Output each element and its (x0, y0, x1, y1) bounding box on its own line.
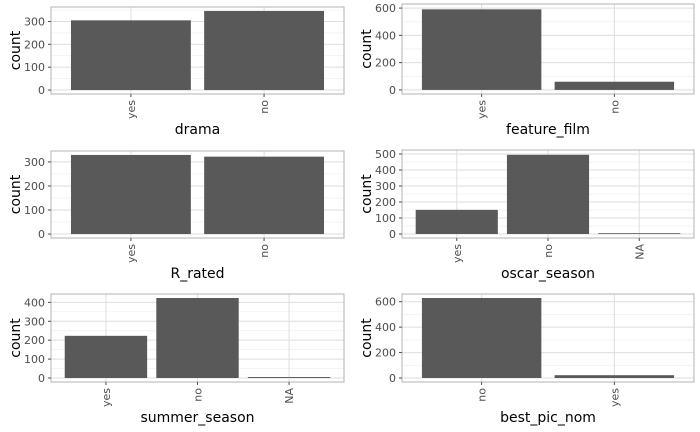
x-axis-title: R_rated (170, 266, 224, 282)
y-axis-title: count (8, 30, 24, 70)
y-tick-label: 300 (24, 156, 45, 169)
y-axis-title: count (359, 29, 375, 69)
chart-panel-best_pic_nom: 0 200 400 600 no yes best_pic_nom count (359, 293, 695, 426)
y-tick-label: 600 (375, 2, 396, 15)
y-tick-label: 200 (24, 334, 45, 347)
y-tick-label: 200 (375, 196, 396, 209)
y-tick-label: 0 (38, 228, 45, 241)
bar-no (156, 298, 239, 378)
x-tick-label: no (258, 100, 271, 114)
chart-panel-summer_season: 0 100 200 300 400 yes no NA summer_season count (8, 293, 345, 426)
y-tick-label: 400 (24, 296, 45, 309)
bar-yes (554, 375, 675, 378)
y-tick-label: 300 (375, 180, 396, 193)
bar-na (598, 233, 681, 234)
y-tick-label: 400 (375, 164, 396, 177)
y-tick-label: 0 (389, 84, 396, 97)
y-tick-label: 100 (24, 353, 45, 366)
y-axis-title: count (8, 318, 24, 358)
x-tick-label: yes (451, 244, 464, 263)
x-axis-title: drama (175, 122, 220, 138)
y-tick-label: 300 (24, 315, 45, 328)
panel-border (401, 293, 695, 383)
x-tick-label: yes (125, 100, 138, 119)
x-tick-label: yes (608, 388, 621, 407)
bar-yes (421, 9, 542, 90)
y-tick-label: 200 (24, 180, 45, 193)
panel-border (401, 3, 695, 95)
x-axis-title: feature_film (506, 122, 590, 138)
y-tick-label: 0 (38, 372, 45, 385)
y-tick-label: 0 (389, 372, 396, 385)
bar-yes (70, 20, 191, 91)
x-axis-title: best_pic_nom (500, 410, 596, 426)
y-tick-label: 200 (375, 57, 396, 70)
chart-panel-feature_film: 0 200 400 600 yes no feature_film count (359, 2, 695, 138)
x-tick-label: no (476, 388, 489, 402)
bar-yes (64, 335, 148, 378)
bar-na (247, 377, 331, 378)
y-tick-label: 0 (38, 84, 45, 97)
y-axis-title: count (359, 318, 375, 358)
y-axis-title: count (359, 174, 375, 214)
x-axis-title: summer_season (140, 410, 254, 426)
x-tick-label: no (258, 244, 271, 258)
bar-no (506, 154, 590, 234)
bar-no (204, 10, 325, 91)
x-tick-label: no (192, 388, 205, 402)
bar-no (204, 156, 325, 235)
x-tick-label: no (542, 244, 555, 258)
panel-border (50, 150, 345, 239)
x-tick-label: NA (633, 244, 646, 260)
y-tick-label: 400 (375, 29, 396, 42)
chart-panel-drama: 0 100 200 300 yes no drama count (8, 6, 345, 138)
y-axis-title: count (8, 174, 24, 214)
y-tick-label: 0 (389, 228, 396, 241)
x-tick-label: yes (125, 244, 138, 263)
x-axis-title: oscar_season (501, 266, 595, 282)
chart-panel-oscar_season: 0 100 200 300 400 500 yes no NA oscar_season count (359, 148, 695, 282)
y-tick-label: 200 (24, 38, 45, 51)
y-tick-label: 400 (375, 321, 396, 334)
x-tick-label: yes (476, 100, 489, 119)
y-tick-label: 100 (24, 204, 45, 217)
x-tick-label: no (608, 100, 621, 114)
bar-yes (70, 154, 191, 235)
x-tick-label: yes (100, 388, 113, 407)
chart-panel-R_rated: 0 100 200 300 yes no R_rated count (8, 150, 345, 282)
y-tick-label: 300 (24, 15, 45, 28)
y-tick-label: 500 (375, 148, 396, 161)
bar-yes (415, 209, 498, 234)
y-tick-label: 100 (24, 61, 45, 74)
y-tick-label: 200 (375, 347, 396, 360)
bar-no (421, 298, 542, 378)
y-tick-label: 600 (375, 296, 396, 309)
bar-no (554, 81, 675, 90)
x-tick-label: NA (283, 388, 296, 404)
panel-border (50, 6, 345, 95)
y-tick-label: 100 (375, 212, 396, 225)
